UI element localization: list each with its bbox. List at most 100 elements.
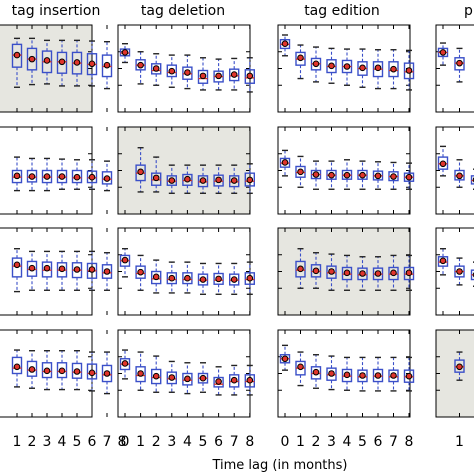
box-r2-c1-x1 xyxy=(135,254,146,291)
box-r2-c0-x7 xyxy=(101,252,113,291)
x-tick-label: 4 xyxy=(183,434,192,450)
mean-marker xyxy=(137,61,144,69)
iqr-box xyxy=(403,266,415,281)
box-r2-c2-x8 xyxy=(403,254,415,291)
box-r3-c1-x6 xyxy=(213,366,224,396)
box-r1-c1-x6 xyxy=(213,164,224,194)
mean-marker xyxy=(215,275,222,283)
iqr-box xyxy=(295,165,306,178)
box-r3-c0-x1 xyxy=(11,349,23,388)
mean-marker xyxy=(328,62,335,70)
mean-marker xyxy=(73,266,81,273)
panel-r1-c1 xyxy=(117,126,256,215)
box-r2-c2-x2 xyxy=(310,252,322,289)
box-r0-c3-x1 xyxy=(454,47,465,83)
mean-marker xyxy=(297,265,304,273)
mean-marker xyxy=(297,363,304,371)
iqr-box xyxy=(357,369,368,383)
box-r3-c2-x1 xyxy=(295,351,306,387)
mean-marker xyxy=(405,173,413,181)
box-r1-c1-x2 xyxy=(150,156,162,193)
iqr-box xyxy=(454,169,465,181)
box-r3-c2-x5 xyxy=(357,356,368,392)
mean-marker xyxy=(439,49,447,56)
iqr-box xyxy=(197,175,209,188)
mean-marker xyxy=(343,269,351,277)
x-tick-label: 6 xyxy=(214,434,223,450)
mean-marker xyxy=(121,360,129,367)
iqr-box xyxy=(166,371,178,385)
mean-marker xyxy=(43,264,51,272)
iqr-box xyxy=(150,63,162,75)
mean-marker xyxy=(168,67,176,75)
mean-marker xyxy=(405,269,413,277)
iqr-box xyxy=(41,169,53,184)
iqr-box xyxy=(26,360,38,377)
box-r0-c1-x6 xyxy=(213,58,224,91)
mean-marker xyxy=(28,264,36,272)
box-r1-c1-x4 xyxy=(182,164,193,194)
box-r2-c1-x6 xyxy=(213,262,224,295)
x-tick-label: 7 xyxy=(230,434,239,450)
panel-frame xyxy=(277,24,411,113)
box-r1-c1-x3 xyxy=(166,164,178,194)
column-title-1: tag deletion xyxy=(141,3,225,19)
box-r1-c2-x5 xyxy=(357,160,368,190)
iqr-box xyxy=(166,272,178,285)
box-r2-c0-x5 xyxy=(71,250,83,291)
box-r1-c2-x8 xyxy=(403,162,415,190)
mean-marker xyxy=(103,61,111,69)
iqr-box xyxy=(182,173,193,186)
x-tick-label: 2 xyxy=(312,434,321,450)
x-tick-label: 1 xyxy=(136,434,145,450)
mean-marker xyxy=(215,176,222,184)
box-r3-c1-x1 xyxy=(135,351,146,391)
iqr-box xyxy=(295,260,306,278)
iqr-box xyxy=(372,368,384,383)
box-r2-c2-x7 xyxy=(388,254,399,291)
mean-marker xyxy=(359,270,366,277)
mean-marker xyxy=(137,370,144,377)
box-r0-c0-x6 xyxy=(86,40,98,87)
mean-marker xyxy=(88,60,96,68)
iqr-box xyxy=(11,257,23,278)
mean-marker xyxy=(184,274,191,282)
iqr-box xyxy=(326,367,337,381)
box-r1-c0-x3 xyxy=(41,157,53,192)
mean-marker xyxy=(137,168,144,176)
box-r0-c2-x7 xyxy=(388,49,399,90)
mean-marker xyxy=(43,367,51,375)
mean-marker xyxy=(88,173,96,181)
iqr-box xyxy=(101,171,113,185)
x-tick-label: 5 xyxy=(358,434,367,450)
x-tick-label: 3 xyxy=(327,434,336,450)
iqr-box xyxy=(388,369,399,383)
iqr-box xyxy=(56,51,68,74)
iqr-box xyxy=(403,369,415,383)
mean-marker xyxy=(199,276,207,283)
box-r1-c1-x5 xyxy=(197,164,209,194)
column-title-0: tag insertion xyxy=(12,3,101,19)
box-r0-c0-x5 xyxy=(71,39,83,87)
mean-marker xyxy=(390,372,397,379)
mean-marker xyxy=(58,173,66,180)
mean-marker xyxy=(184,375,191,383)
box-r2-c1-x2 xyxy=(150,259,162,294)
iqr-box xyxy=(244,374,256,388)
box-r3-c0-x6 xyxy=(86,351,98,392)
iqr-box xyxy=(470,175,474,185)
box-r1-c2-x1 xyxy=(295,155,306,188)
mean-marker xyxy=(103,268,111,275)
iqr-box xyxy=(11,356,23,375)
column-title-3: p xyxy=(464,3,473,19)
mean-marker xyxy=(456,268,463,275)
box-r3-c1-x4 xyxy=(182,362,193,395)
iqr-box xyxy=(86,363,98,380)
box-r3-c0-x3 xyxy=(41,350,53,391)
panel-r2-c0 xyxy=(0,227,123,316)
iqr-box xyxy=(182,66,193,80)
iqr-box xyxy=(150,368,162,385)
box-r0-c0-x7 xyxy=(101,41,113,90)
